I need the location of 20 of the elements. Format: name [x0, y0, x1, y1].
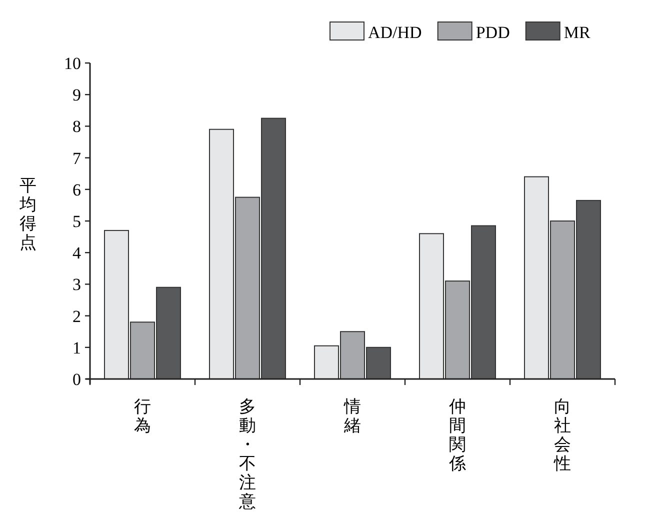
legend-label: MR	[564, 23, 591, 42]
y-tick-label: 8	[72, 117, 81, 136]
y-tick-label: 0	[72, 370, 81, 389]
x-tick-label: 情緒	[343, 397, 361, 435]
x-tick-label: 多動・不注意	[238, 397, 256, 511]
legend-label: PDD	[476, 23, 510, 42]
x-tick-label: 行為	[134, 397, 151, 435]
y-tick-label: 10	[64, 54, 81, 73]
legend-label: AD/HD	[368, 23, 422, 42]
y-tick-label: 5	[72, 212, 81, 231]
y-tick-label: 2	[72, 306, 81, 326]
y-tick-label: 3	[72, 275, 81, 294]
y-tick-label: 4	[72, 244, 82, 263]
y-tick-label: 9	[72, 86, 81, 105]
y-axis-title: 平均得点	[18, 176, 36, 252]
x-tick-label: 仲間関係	[448, 397, 466, 473]
y-tick-label: 7	[72, 148, 82, 168]
x-tick-label: 向社会性	[553, 397, 571, 473]
y-tick-label: 1	[72, 338, 81, 358]
y-tick-label: 6	[72, 180, 81, 200]
